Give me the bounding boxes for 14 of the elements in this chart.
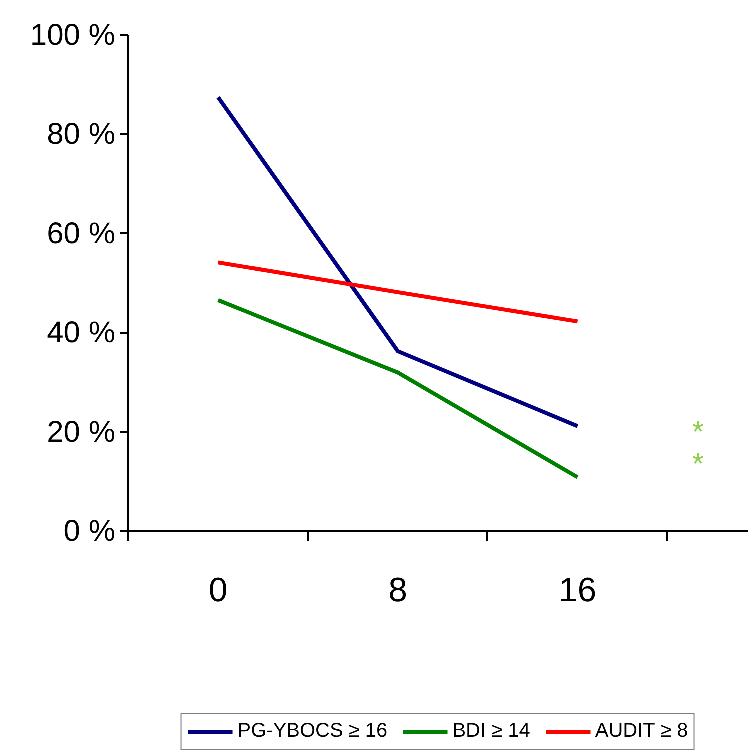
legend-label: PG-YBOCS ≥ 16 (238, 720, 388, 743)
y-tick-label: 80 % (47, 118, 116, 152)
y-tick-label: 60 % (47, 217, 116, 250)
y-tick-label: 0 % (64, 515, 116, 548)
x-tick-label: 8 (388, 572, 408, 610)
y-tick-label: 20 % (47, 416, 116, 449)
legend-label: AUDIT ≥ 8 (595, 720, 688, 743)
x-tick-label: 0 (208, 572, 228, 610)
annotation: * (692, 448, 704, 482)
y-tick-label: 40 % (47, 316, 116, 350)
annotation: * (692, 416, 704, 449)
x-tick-label: 16 (558, 572, 597, 610)
y-tick-label: 100 % (30, 19, 116, 52)
legend-label: BDI ≥ 14 (452, 720, 530, 743)
